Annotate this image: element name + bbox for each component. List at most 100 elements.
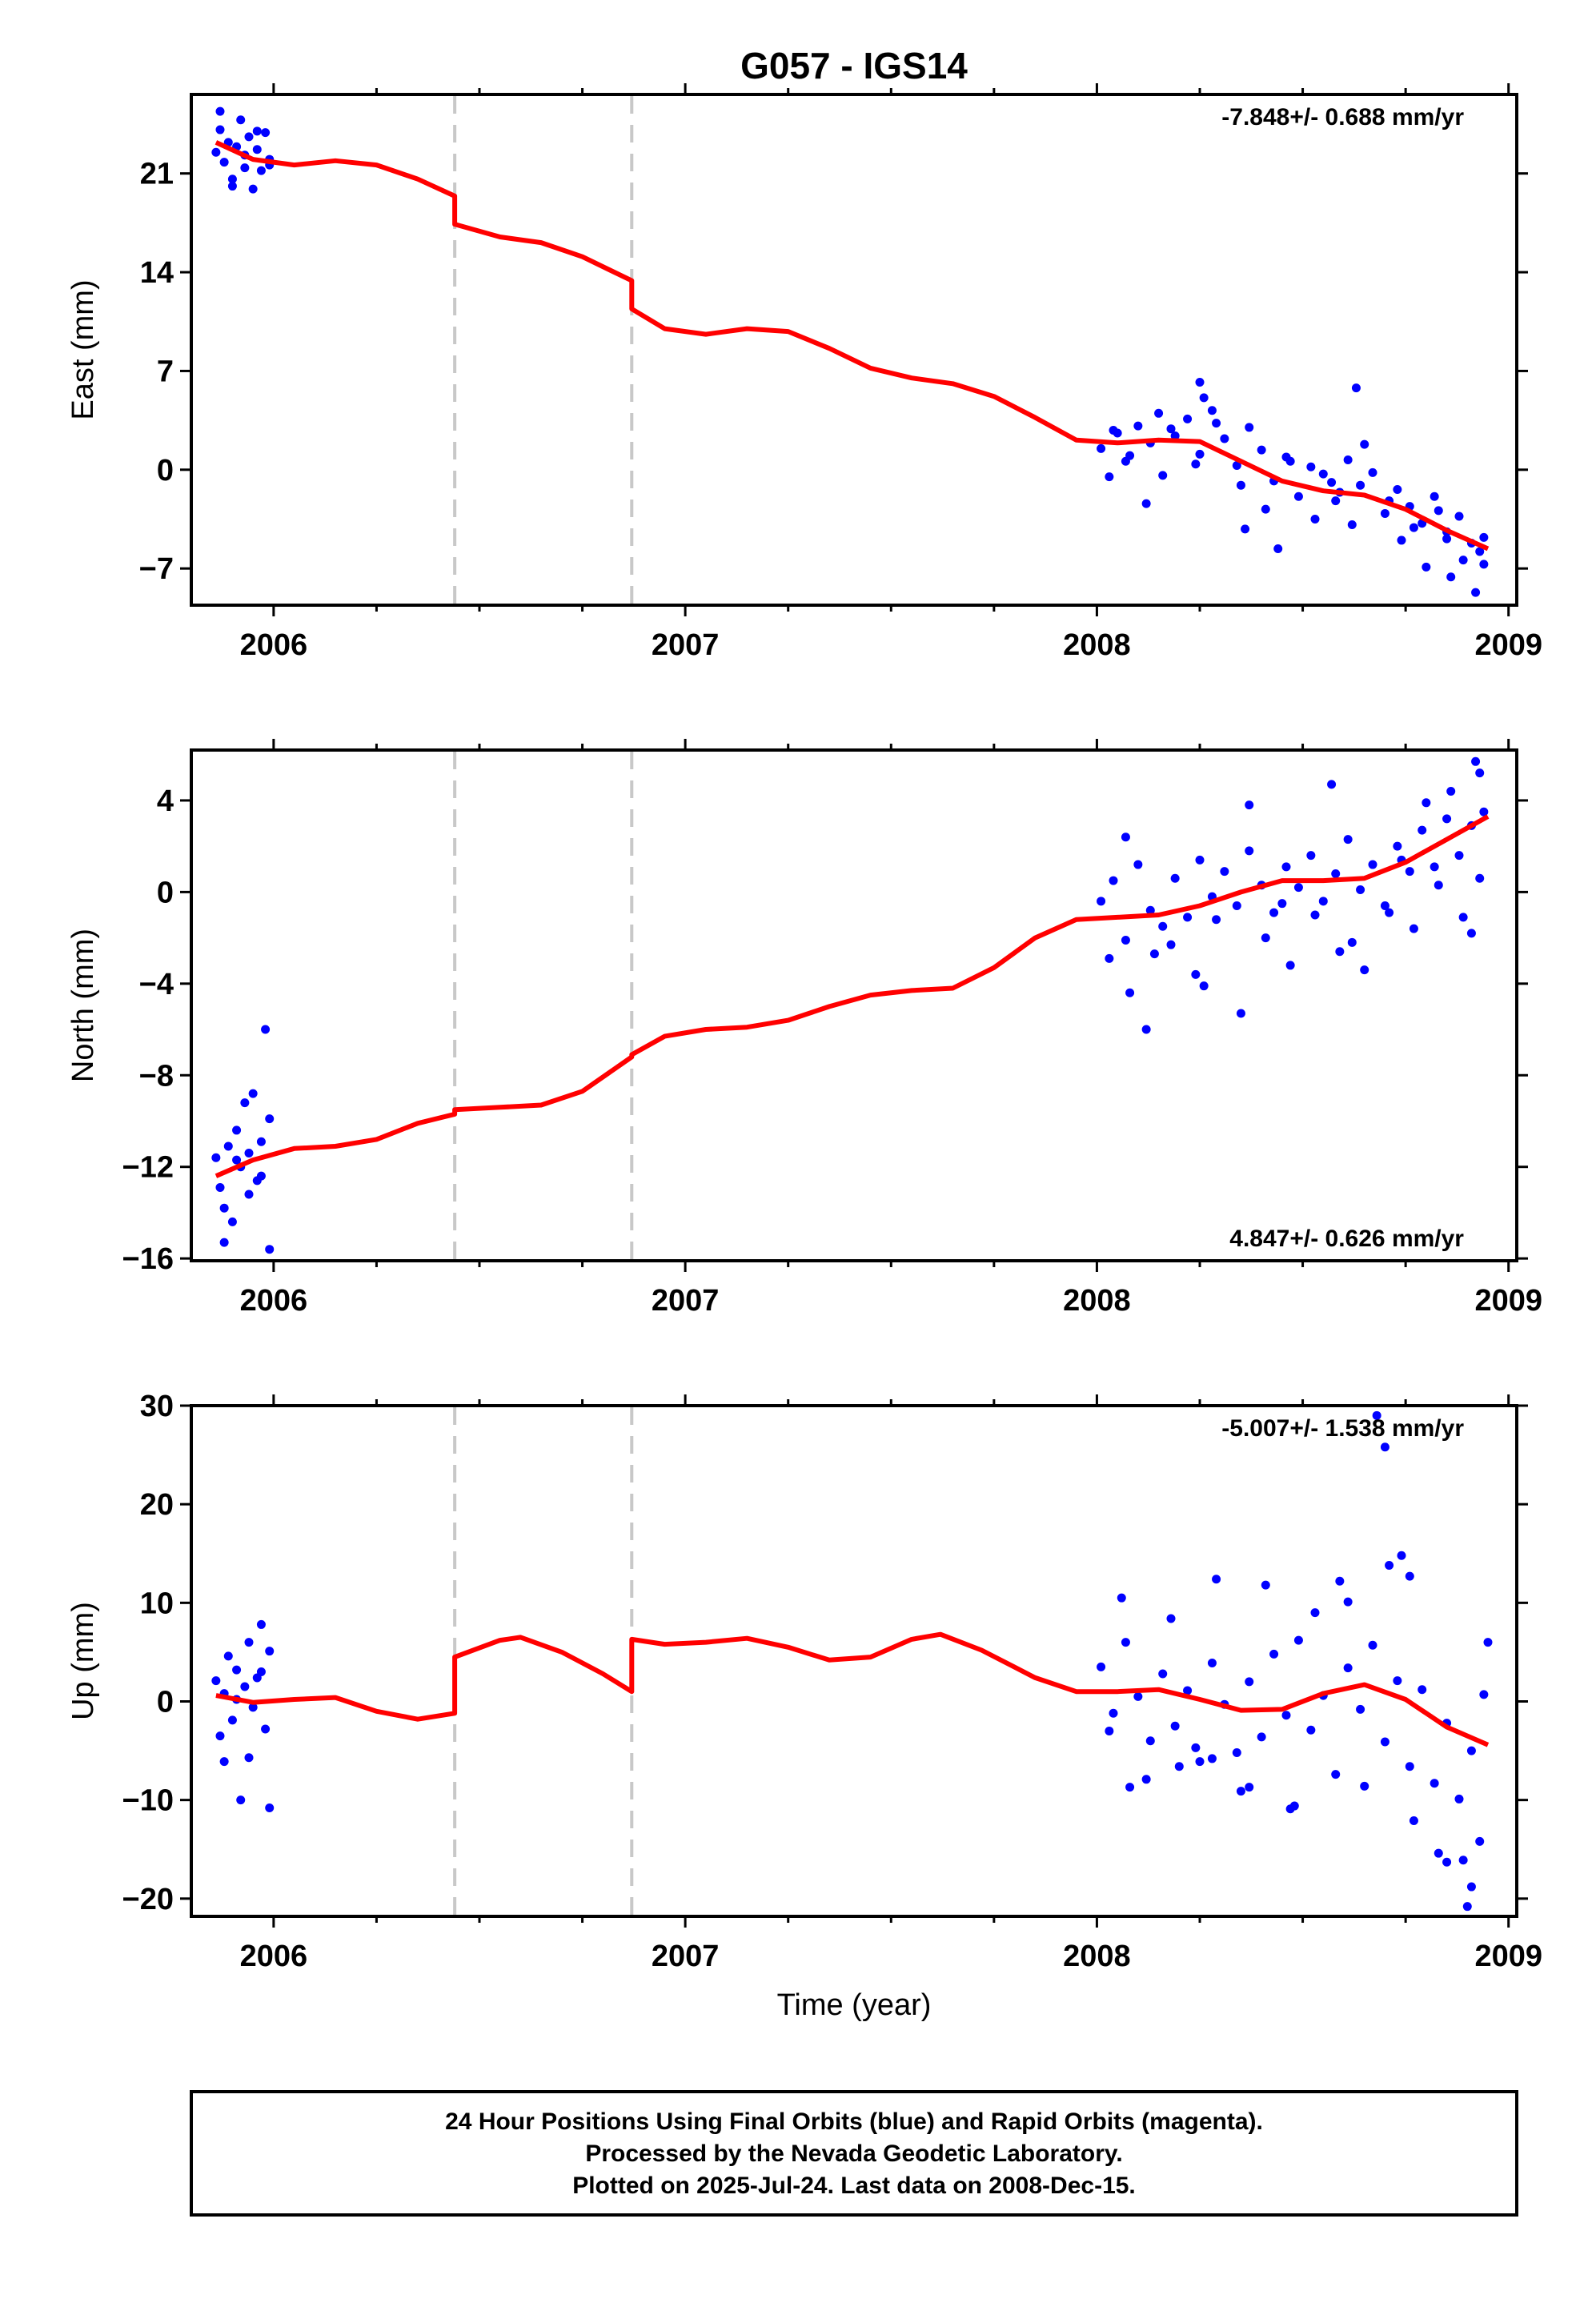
data-point [223,1651,233,1661]
data-point [1154,408,1164,418]
data-point [1257,1732,1266,1742]
data-point [1289,1801,1299,1811]
data-point [1166,424,1176,434]
data-point [1212,915,1221,925]
data-point [1121,1638,1130,1647]
chart-title: G057 - IGS14 [740,45,968,86]
data-point [1351,383,1361,393]
data-point [1183,414,1193,423]
y-tick-label: 0 [157,876,174,909]
data-point [1306,851,1316,861]
data-point [1479,532,1489,542]
data-point [1236,1787,1245,1796]
data-point [236,1795,246,1805]
data-point [1245,1677,1254,1687]
data-point [1109,1708,1118,1718]
data-point [1232,461,1241,471]
data-point [1245,423,1254,432]
data-point [1327,478,1337,487]
y-axis-label: North (mm) [66,929,100,1082]
x-tick-label: 2006 [240,628,308,662]
velocity-label: -5.007+/- 1.538 mm/yr [1221,1415,1464,1442]
data-point [232,1665,242,1675]
data-point [215,1182,225,1192]
x-tick-label: 2008 [1063,1284,1131,1318]
data-point [1380,508,1389,518]
east-panel: 2006 2007 2008 2009 21 14 7 0 −7 East (mm) -7.848+… [66,83,1542,662]
data-point [1343,455,1353,464]
data-point [232,1155,242,1165]
data-point [1261,504,1270,514]
data-point [1454,512,1464,521]
y-tick-label: 30 [140,1390,174,1423]
data-point [1236,1009,1245,1018]
x-tick-label: 2006 [240,1284,308,1318]
data-point [1125,1783,1135,1792]
data-point [248,184,258,194]
y-axis-label: East (mm) [66,279,100,419]
data-point [261,1724,271,1734]
data-point [1385,908,1394,917]
model-fit-line [215,814,1490,1178]
data-point [1360,439,1369,449]
data-point [1327,780,1337,789]
footer-line-2: Processed by the Nevada Geodetic Laborat… [585,2140,1122,2167]
data-point [1393,841,1402,851]
y-tick-label: −4 [139,968,174,1001]
data-point [240,163,250,173]
plot-frame [190,1404,1518,1918]
data-point [256,1667,266,1677]
data-point [1466,1746,1476,1755]
data-point [1347,937,1357,947]
data-point [1195,1757,1205,1767]
data-point [1097,443,1106,453]
data-point [1409,523,1418,532]
data-point [1113,428,1122,438]
data-point [1479,807,1489,816]
data-point [1434,1848,1443,1858]
y-tick-label: −12 [122,1151,174,1185]
data-point [1347,520,1357,530]
y-tick-label: 21 [140,158,174,191]
data-point [1133,860,1143,869]
data-point [1462,1902,1472,1912]
data-point [1454,851,1464,861]
footer-box: 24 Hour Positions Using Final Orbits (bl… [190,2090,1518,2217]
velocity-label: 4.847+/- 0.626 mm/yr [1229,1226,1464,1252]
data-point [1318,469,1328,479]
data-point [1310,1608,1320,1618]
data-point [1183,1686,1193,1695]
y-tick-label: 0 [157,1685,174,1719]
data-point [1393,1676,1402,1686]
y-tick-label: 14 [140,256,174,290]
data-point [1199,393,1209,403]
x-axis-label: Time (year) [777,1988,932,2022]
data-point [227,1217,237,1226]
data-point [1422,798,1431,808]
data-point [1285,961,1295,970]
data-point [1343,835,1353,845]
y-tick-label: 20 [140,1488,174,1522]
data-point [1430,862,1439,872]
data-point [223,1141,233,1151]
data-point [1145,905,1155,915]
data-point [256,1171,266,1181]
data-point [1471,756,1481,766]
data-point [1306,1725,1316,1735]
data-point [256,1137,266,1146]
north-panel: 2006 2007 2008 2009 4 0 −4 −8 −12 −16 North (mm) 4.… [66,739,1542,1318]
data-point [1458,1856,1468,1865]
data-point [1368,860,1377,869]
data-point [1149,949,1159,959]
data-point [1372,1410,1381,1420]
footer-line-3: Plotted on 2025-Jul-24. Last data on 200… [572,2173,1136,2199]
data-point [215,1731,225,1741]
data-point [1430,1779,1439,1788]
data-point [244,1638,254,1647]
data-point [1479,560,1489,569]
data-point [1483,1638,1493,1647]
data-point [265,1647,275,1656]
data-point [1418,825,1427,835]
data-point [1199,981,1209,991]
data-point [1335,947,1345,957]
